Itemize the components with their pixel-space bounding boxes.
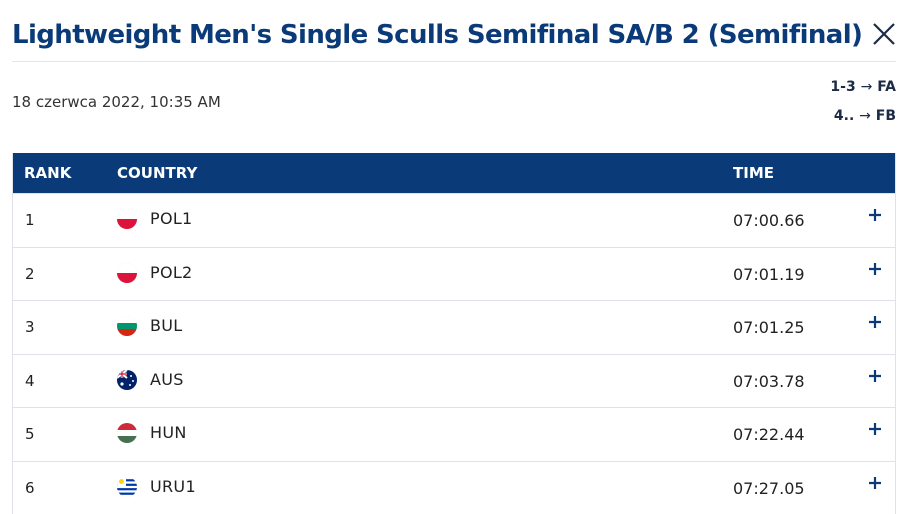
plus-icon[interactable]	[866, 313, 884, 331]
country-cell: POL1	[150, 209, 193, 228]
header-time: TIME	[733, 164, 774, 182]
close-icon[interactable]	[872, 22, 896, 46]
poland-flag-icon	[117, 209, 137, 229]
australia-flag-icon	[117, 369, 137, 390]
dialog-header: Lightweight Men's Single Sculls Semifina…	[12, 18, 896, 62]
country-cell: BUL	[150, 316, 183, 336]
poland-flag-icon	[117, 262, 137, 283]
table-row[interactable]: 6 URU1 07:27.05	[13, 460, 895, 514]
rank-cell: 4	[25, 371, 35, 390]
time-cell: 07:03.78	[733, 371, 805, 391]
arrow-right-icon: →	[859, 108, 871, 124]
rank-cell: 2	[25, 264, 35, 283]
header-country: COUNTRY	[117, 164, 198, 182]
time-cell: 07:01.25	[733, 318, 805, 338]
page-title: Lightweight Men's Single Sculls Semifina…	[12, 20, 863, 50]
table-header: RANK COUNTRY TIME	[13, 153, 895, 193]
country-cell: URU1	[150, 476, 196, 496]
table-row[interactable]: 2 POL2 07:01.19	[13, 246, 895, 301]
time-cell: 07:01.19	[733, 264, 805, 284]
close-button[interactable]	[872, 22, 896, 46]
time-cell: 07:27.05	[733, 478, 805, 498]
header-rank: RANK	[24, 164, 72, 182]
table-row[interactable]: 4 AUS 07:03.78	[13, 353, 895, 408]
race-date: 18 czerwca 2022, 10:35 AM	[12, 93, 221, 111]
table-row[interactable]: 3 BUL 07:01.25	[13, 300, 895, 354]
progression-range: 1-3	[830, 79, 856, 95]
progression-rule-fb: 4.. → FB	[834, 108, 896, 124]
progression-range: 4..	[833, 108, 855, 124]
progression-target: FA	[877, 79, 896, 95]
plus-icon[interactable]	[866, 474, 884, 492]
bulgaria-flag-icon	[117, 316, 137, 337]
arrow-right-icon: →	[860, 79, 873, 95]
progression-rule-fa: 1-3 → FA	[830, 79, 896, 95]
country-cell: POL2	[150, 262, 193, 282]
plus-icon[interactable]	[866, 206, 884, 224]
time-cell: 07:22.44	[733, 425, 805, 445]
country-cell: HUN	[150, 423, 187, 443]
plus-icon[interactable]	[866, 367, 884, 385]
uruguay-flag-icon	[117, 476, 137, 497]
rank-cell: 6	[25, 478, 35, 497]
plus-icon[interactable]	[866, 420, 884, 438]
table-row[interactable]: 5 HUN 07:22.44	[13, 407, 895, 461]
hungary-flag-icon	[117, 423, 137, 444]
table-row[interactable]: 1 POL1 07:00.66	[13, 193, 895, 247]
rank-cell: 1	[25, 211, 35, 229]
progression-target: FB	[875, 108, 896, 124]
plus-icon[interactable]	[866, 260, 884, 278]
results-table: RANK COUNTRY TIME 1 POL1 07:00.66 2 POL2…	[12, 153, 896, 514]
rank-cell: 3	[25, 318, 35, 337]
country-cell: AUS	[150, 369, 184, 389]
rank-cell: 5	[25, 425, 35, 444]
time-cell: 07:00.66	[733, 211, 805, 230]
